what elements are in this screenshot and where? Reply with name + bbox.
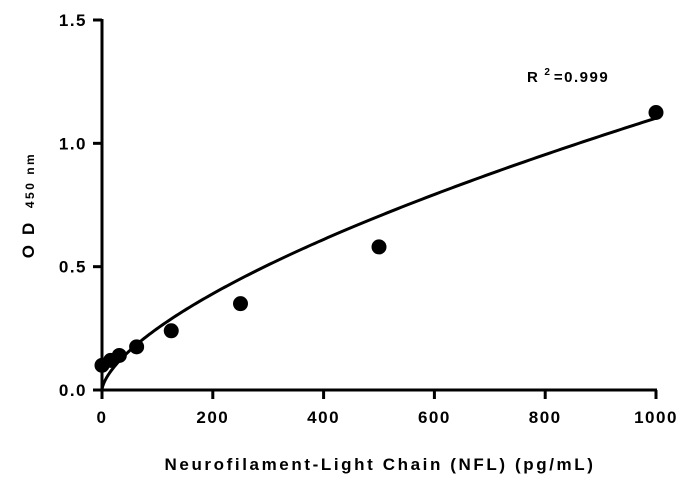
y-axis-label: O D 450 nm — [19, 152, 38, 258]
y-tick-label: 0.0 — [59, 381, 87, 400]
x-tick-label: 800 — [529, 408, 562, 427]
y-axis-label-main: O D — [19, 220, 38, 258]
r2-superscript: 2 — [544, 67, 550, 78]
r2-prefix: R — [527, 69, 539, 86]
x-tick-label: 200 — [196, 408, 229, 427]
y-tick-label: 1.5 — [59, 11, 87, 30]
data-point — [111, 347, 127, 363]
x-tick-label: 600 — [418, 408, 451, 427]
axes — [100, 19, 657, 392]
x-tick-label: 400 — [307, 408, 340, 427]
r-squared-annotation: R 2 =0.999 — [527, 62, 609, 86]
x-tick-label: 0 — [97, 408, 108, 427]
r2-suffix: =0.999 — [554, 69, 609, 86]
data-point — [163, 323, 179, 339]
x-axis-label: Neurofilament-Light Chain (NFL) (pg/mL) — [165, 455, 596, 474]
data-points — [94, 105, 664, 373]
y-tick-label: 1.0 — [59, 134, 87, 153]
data-point — [371, 239, 387, 255]
data-point — [648, 105, 664, 120]
data-point — [129, 339, 145, 355]
x-tick-label: 1000 — [634, 408, 678, 427]
y-tick-label: 0.5 — [59, 258, 87, 277]
data-point — [233, 296, 248, 312]
y-axis-label-subscript: 450 nm — [23, 152, 37, 208]
ticks: 0.0 0.5 1.0 1.5 0 200 400 600 800 1000 — [59, 11, 678, 427]
svg-text:O D 450 nm: O D 450 nm — [19, 152, 38, 258]
